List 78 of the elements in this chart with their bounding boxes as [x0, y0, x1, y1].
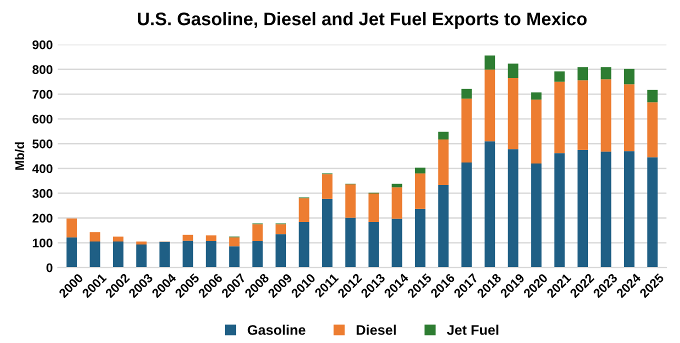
bar [508, 149, 518, 268]
bar [206, 235, 216, 242]
bar [136, 242, 147, 244]
bar [461, 162, 472, 268]
bar [461, 98, 472, 163]
y-tick-label: 900 [32, 40, 52, 50]
bar [206, 241, 216, 268]
bar [578, 67, 588, 80]
bar [554, 71, 565, 82]
bar [484, 141, 496, 268]
bar [182, 240, 194, 268]
bar [508, 64, 518, 78]
bar [252, 241, 263, 268]
bar [531, 100, 542, 164]
bar [624, 68, 634, 84]
bar [112, 236, 124, 242]
bar [624, 84, 634, 152]
bar [578, 150, 588, 268]
bar [438, 139, 449, 186]
bar [624, 151, 634, 268]
bar [298, 198, 310, 222]
y-tick-label: 400 [32, 164, 52, 174]
bar [531, 92, 542, 100]
y-axis-title: Mb/d [14, 142, 24, 170]
bar [647, 102, 658, 158]
y-tick-label: 0 [46, 263, 52, 272]
legend-label: Diesel [356, 324, 396, 335]
bar [647, 157, 658, 268]
bar [392, 218, 402, 268]
bar [414, 168, 426, 174]
bar [276, 234, 286, 268]
y-tick-label: 600 [32, 114, 52, 124]
y-tick-label: 100 [32, 238, 52, 248]
y-tick-label: 200 [32, 214, 52, 223]
bar [159, 242, 170, 268]
bar [484, 70, 496, 142]
legend-label: Jet Fuel [446, 324, 498, 335]
bar [368, 193, 379, 222]
bar [322, 198, 332, 268]
bar [229, 246, 240, 268]
bar [508, 78, 518, 150]
bar [578, 80, 588, 150]
bar [414, 208, 426, 268]
bar [298, 222, 310, 268]
bar [90, 232, 100, 242]
bar [345, 184, 356, 218]
legend-label: Gasoline [248, 324, 306, 335]
bar [600, 79, 612, 152]
bar [414, 173, 426, 209]
bar [647, 90, 658, 102]
y-tick-label: 500 [32, 139, 52, 148]
bar [229, 237, 240, 246]
bar [90, 242, 100, 268]
y-tick-label: 700 [32, 90, 52, 99]
bar [554, 82, 565, 154]
bar [600, 67, 612, 80]
bar [484, 55, 496, 70]
bar [276, 224, 286, 234]
bar [368, 222, 379, 268]
bar [438, 185, 449, 268]
bar [322, 174, 332, 199]
bar [136, 244, 147, 268]
bar [438, 132, 449, 140]
y-tick-label: 800 [32, 65, 52, 74]
bar [182, 234, 194, 241]
bar [66, 237, 77, 268]
bar [392, 184, 402, 188]
bar [66, 218, 77, 238]
chart-title: U.S. Gasoline, Diesel and Jet Fuel Exports to Mexico [138, 12, 587, 29]
bar [600, 152, 612, 268]
bar [392, 187, 402, 219]
bar [112, 242, 124, 268]
bar [554, 153, 565, 268]
bar [531, 163, 542, 268]
bar [461, 88, 472, 99]
y-tick-label: 300 [32, 189, 52, 198]
bar [345, 218, 356, 268]
bar [252, 224, 263, 242]
